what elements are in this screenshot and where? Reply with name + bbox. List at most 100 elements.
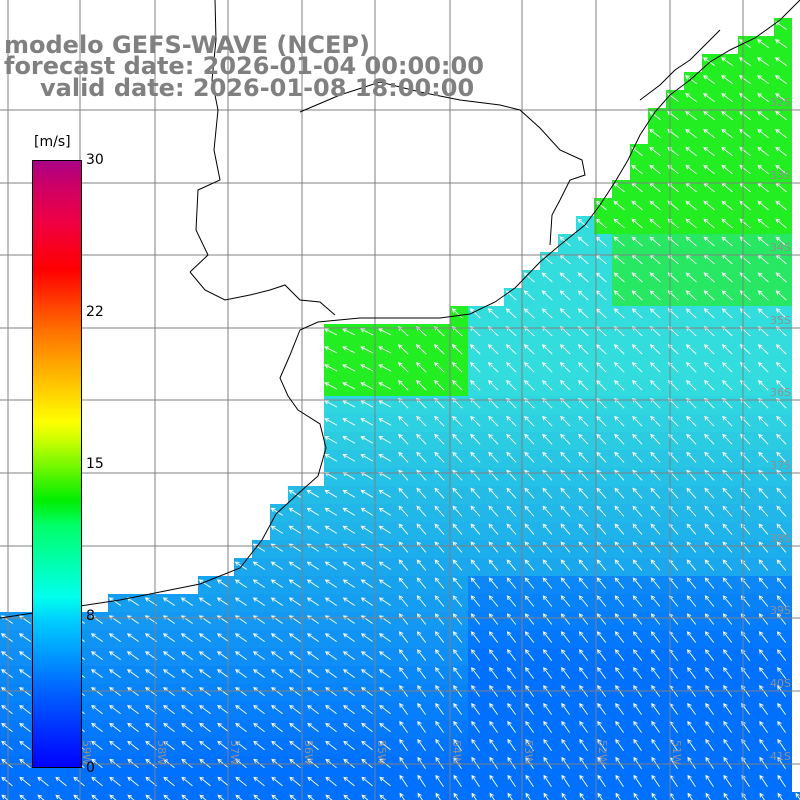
wind-arrow bbox=[649, 236, 661, 247]
wind-arrow bbox=[378, 507, 392, 516]
wind-arrow bbox=[685, 164, 697, 175]
wind-arrow bbox=[560, 505, 571, 517]
wind-arrow bbox=[434, 631, 445, 643]
wind-arrow bbox=[525, 720, 534, 733]
wind-arrow bbox=[776, 559, 787, 571]
wind-arrow bbox=[758, 415, 769, 427]
wind-arrow bbox=[307, 687, 319, 697]
wind-arrow bbox=[469, 344, 481, 355]
wind-arrow bbox=[578, 595, 589, 607]
wind-arrow bbox=[109, 722, 121, 733]
wind-arrow bbox=[651, 667, 661, 679]
wind-arrow bbox=[542, 433, 553, 445]
wind-arrow bbox=[471, 720, 480, 733]
wind-arrow bbox=[523, 272, 535, 283]
wind-arrow bbox=[505, 379, 517, 391]
wind-arrow bbox=[416, 415, 427, 427]
wind-arrow bbox=[542, 487, 553, 499]
wind-arrow bbox=[127, 705, 139, 715]
wind-arrow bbox=[560, 595, 571, 607]
wind-arrow bbox=[434, 433, 445, 445]
wind-cell bbox=[360, 792, 378, 800]
wind-arrow bbox=[235, 722, 247, 733]
wind-arrow bbox=[705, 738, 714, 751]
latitude-label: 41S bbox=[770, 750, 791, 763]
wind-arrow bbox=[342, 633, 355, 642]
wind-arrow bbox=[488, 595, 499, 607]
wind-arrow bbox=[541, 272, 553, 283]
wind-arrow bbox=[631, 344, 643, 355]
wind-arrow bbox=[559, 379, 571, 391]
wind-arrow bbox=[505, 308, 517, 319]
wind-arrow bbox=[324, 489, 338, 498]
colorbar-tick-15: 15 bbox=[86, 456, 104, 472]
wind-arrow bbox=[687, 774, 696, 787]
wind-arrow bbox=[703, 200, 715, 211]
wind-arrow bbox=[543, 720, 552, 733]
wind-arrow bbox=[758, 649, 769, 661]
wind-arrow bbox=[198, 597, 211, 606]
wind-arrow bbox=[577, 362, 589, 373]
wind-arrow bbox=[524, 487, 535, 499]
wind-arrow bbox=[615, 756, 624, 769]
wind-arrow bbox=[417, 738, 426, 751]
wind-cell bbox=[558, 792, 576, 800]
wind-arrow bbox=[722, 649, 733, 661]
wind-arrow bbox=[776, 415, 787, 427]
wind-cell bbox=[666, 792, 684, 800]
wind-arrow bbox=[613, 272, 625, 283]
wind-arrow bbox=[723, 738, 732, 751]
wind-arrow bbox=[738, 75, 751, 85]
wind-arrow bbox=[507, 667, 517, 679]
wind-cell bbox=[576, 792, 594, 800]
wind-cell bbox=[162, 792, 180, 800]
wind-cell bbox=[108, 792, 126, 800]
wind-arrow bbox=[577, 290, 589, 301]
wind-arrow bbox=[470, 523, 481, 535]
wind-arrow bbox=[524, 649, 535, 661]
wind-arrow bbox=[704, 433, 715, 445]
wind-arrow bbox=[398, 631, 409, 643]
wind-arrow bbox=[471, 667, 481, 679]
wind-arrow bbox=[560, 577, 571, 589]
wind-arrow bbox=[685, 200, 697, 211]
wind-arrow bbox=[686, 631, 697, 643]
wind-arrow bbox=[487, 344, 499, 355]
wind-arrow bbox=[452, 631, 463, 643]
wind-arrow bbox=[631, 218, 643, 229]
wind-arrow bbox=[723, 720, 732, 733]
wind-cell bbox=[774, 792, 792, 800]
wind-arrow bbox=[399, 792, 405, 800]
wind-arrow bbox=[705, 667, 715, 679]
wind-arrow bbox=[163, 776, 175, 787]
wind-arrow bbox=[777, 774, 786, 787]
wind-arrow bbox=[470, 541, 481, 553]
wind-arrow bbox=[523, 379, 535, 391]
wind-arrow bbox=[686, 541, 697, 553]
wind-arrow bbox=[758, 505, 769, 517]
wind-arrow bbox=[704, 415, 715, 427]
wind-arrow bbox=[470, 613, 481, 625]
wind-arrow bbox=[723, 792, 729, 800]
wind-arrow bbox=[90, 633, 103, 642]
wind-arrow bbox=[649, 290, 661, 301]
wind-arrow bbox=[685, 128, 697, 139]
wind-arrow bbox=[217, 776, 229, 787]
latitude-label: 37S bbox=[770, 459, 791, 472]
wind-arrow bbox=[307, 776, 319, 787]
wind-arrow bbox=[73, 776, 85, 787]
wind-arrow bbox=[559, 344, 571, 355]
wind-arrow bbox=[687, 702, 696, 715]
wind-arrow bbox=[632, 631, 643, 643]
wind-arrow bbox=[342, 489, 356, 498]
wind-arrow bbox=[596, 487, 607, 499]
wind-arrow bbox=[109, 687, 121, 697]
wind-arrow bbox=[776, 595, 787, 607]
wind-arrow bbox=[451, 344, 463, 355]
wind-arrow bbox=[471, 738, 480, 751]
wind-arrow bbox=[579, 720, 588, 733]
wind-arrow bbox=[453, 720, 462, 733]
wind-arrow bbox=[163, 705, 175, 715]
wind-arrow bbox=[759, 774, 768, 787]
wind-arrow bbox=[415, 344, 427, 355]
